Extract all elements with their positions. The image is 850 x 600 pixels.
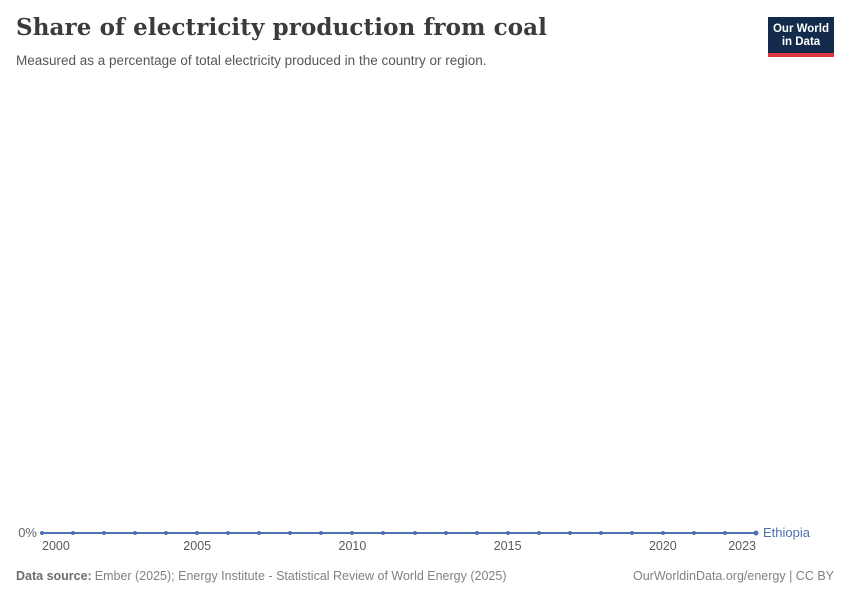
data-point-2019: [629, 531, 634, 535]
data-point-2011: [381, 531, 386, 535]
x-tick-label-2005: 2005: [183, 539, 212, 553]
page-title: Share of electricity production from coa…: [16, 14, 548, 41]
data-point-2002: [102, 531, 107, 535]
data-source-label: Data source:: [16, 569, 92, 583]
data-point-2009: [319, 531, 324, 535]
data-point-2001: [71, 531, 76, 535]
data-point-2008: [288, 531, 293, 535]
data-point-2021: [691, 531, 696, 535]
data-point-2016: [536, 531, 541, 535]
data-point-2005: [195, 531, 200, 535]
data-source-text: Ember (2025); Energy Institute - Statist…: [94, 569, 507, 583]
data-point-2015: [505, 531, 510, 535]
owid-logo-line2: in Data: [781, 36, 821, 48]
line-chart-plot-area[interactable]: Ethiopia 2000 2005 2010 2015 2020 2023: [40, 0, 810, 600]
chart-footer: Data source: Ember (2025); Energy Institu…: [16, 568, 834, 584]
x-tick-label-2015: 2015: [493, 539, 522, 553]
data-point-2010: [350, 531, 355, 535]
data-point-2020: [660, 531, 665, 535]
data-point-2000: [40, 531, 44, 535]
data-point-2003: [133, 531, 138, 535]
data-point-2014: [474, 531, 479, 535]
data-point-2023: [753, 530, 759, 536]
owid-logo-line1: Our World: [772, 23, 829, 35]
series-line-ethiopia: [42, 532, 756, 534]
data-point-2006: [226, 531, 231, 535]
footer-license-link[interactable]: OurWorldinData.org/energy | CC BY: [632, 569, 834, 583]
data-source-note: Data source: Ember (2025); Energy Institu…: [16, 568, 506, 584]
x-tick-label-2020: 2020: [648, 539, 677, 553]
data-point-2018: [598, 531, 603, 535]
x-tick-label-2010: 2010: [338, 539, 367, 553]
data-point-2017: [567, 531, 572, 535]
chart-subtitle: Measured as a percentage of total electr…: [16, 53, 487, 68]
data-point-2013: [443, 531, 448, 535]
owid-logo[interactable]: Our World in Data: [768, 17, 834, 57]
data-point-2022: [722, 531, 727, 535]
x-tick-label-2000: 2000: [42, 539, 70, 553]
series-label-ethiopia[interactable]: Ethiopia: [763, 525, 810, 540]
data-point-2007: [257, 531, 262, 535]
x-tick-label-2023: 2023: [728, 539, 756, 553]
y-axis-zero-label: 0%: [18, 525, 37, 540]
data-point-2004: [164, 531, 169, 535]
data-point-2012: [412, 531, 417, 535]
